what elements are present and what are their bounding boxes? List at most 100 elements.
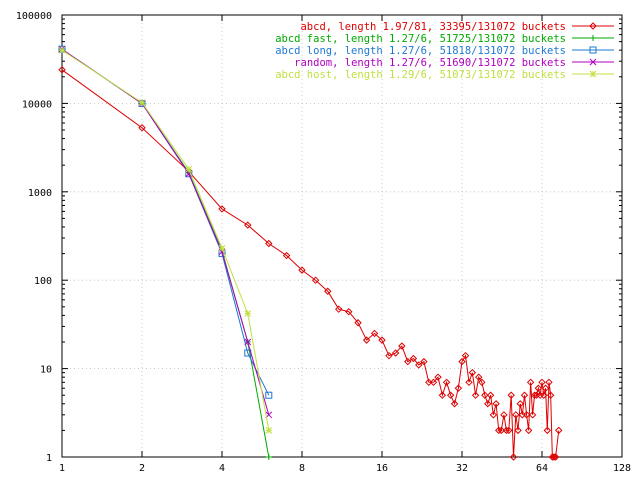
- data-point-diamond: [324, 287, 332, 295]
- data-point-diamond: [458, 357, 466, 366]
- y-tick-label: 1: [46, 453, 52, 464]
- data-point-diamond: [475, 373, 483, 381]
- data-point-diamond: [589, 22, 597, 30]
- legend-label: abcd long, length 1.27/6, 51818/131072 b…: [275, 45, 566, 57]
- series-group: [58, 45, 563, 461]
- data-point-diamond: [468, 368, 477, 377]
- series-line: [61, 69, 560, 458]
- data-point-diamond: [492, 400, 500, 408]
- data-point-diamond: [442, 378, 451, 387]
- data-point-diamond: [454, 384, 463, 392]
- legend-entry: abcd fast, length 1.27/6, 51725/131072 b…: [275, 33, 614, 45]
- series-5: [58, 46, 273, 434]
- data-point-diamond: [345, 308, 353, 316]
- data-point-diamond: [404, 357, 412, 366]
- series-4: [58, 45, 273, 419]
- data-point-diamond: [548, 453, 557, 461]
- legend-entry: random, length 1.27/6, 51690/131072 buck…: [294, 57, 614, 69]
- x-tick-label: 4: [219, 463, 225, 474]
- series-line: [61, 48, 270, 458]
- data-point-diamond: [434, 373, 442, 381]
- data-point-diamond: [265, 239, 273, 248]
- data-point-star: [589, 70, 597, 78]
- x-tick-label: 128: [613, 463, 631, 474]
- plot-frame: [61, 14, 623, 458]
- axis-ticks: [61, 14, 623, 458]
- data-point-diamond: [58, 66, 66, 74]
- legend: abcd, length 1.97/81, 33395/131072 bucke…: [275, 21, 614, 81]
- data-point-diamond: [385, 351, 393, 360]
- x-tick-label: 2: [139, 463, 145, 474]
- data-point-diamond: [500, 411, 508, 419]
- series-3: [58, 45, 273, 399]
- data-point-diamond: [446, 391, 455, 399]
- data-point-star: [58, 46, 66, 54]
- data-point-diamond: [545, 378, 553, 387]
- x-tick-label: 64: [536, 463, 548, 474]
- legend-label: abcd fast, length 1.27/6, 51725/131072 b…: [275, 33, 566, 45]
- series-line: [61, 48, 270, 415]
- y-tick-label: 100000: [16, 11, 52, 22]
- y-tick-label: 1000: [28, 188, 52, 199]
- data-point-star: [138, 99, 146, 106]
- data-point-diamond: [478, 378, 486, 387]
- data-point-diamond: [398, 342, 406, 350]
- legend-label: abcd host, length 1.29/6, 51073/131072 b…: [275, 69, 566, 81]
- data-point-diamond: [420, 357, 428, 366]
- data-point-star: [218, 244, 226, 252]
- data-point-diamond: [335, 305, 343, 313]
- data-point-diamond: [409, 354, 418, 363]
- data-point-diamond: [540, 391, 548, 399]
- y-axis-tick-labels: 1 10 100 1000 10000 100000: [16, 11, 52, 464]
- data-point-diamond: [354, 319, 362, 327]
- data-point-diamond: [461, 351, 470, 360]
- data-point-diamond: [516, 400, 524, 408]
- data-point-diamond: [429, 378, 438, 387]
- data-point-diamond: [486, 391, 495, 399]
- data-point-diamond: [495, 426, 503, 435]
- data-point-diamond: [530, 391, 539, 399]
- grid-lines: [62, 15, 622, 457]
- data-point-diamond: [505, 426, 513, 435]
- data-point-diamond: [509, 453, 518, 461]
- data-point-diamond: [391, 349, 400, 357]
- data-point-square: [265, 391, 273, 399]
- data-point-plus: [590, 35, 596, 41]
- legend-label: random, length 1.27/6, 51690/131072 buck…: [294, 57, 566, 69]
- data-point-diamond: [311, 276, 320, 284]
- legend-entry: abcd long, length 1.27/6, 51818/131072 b…: [275, 45, 614, 57]
- data-point-diamond: [526, 378, 535, 387]
- series-line: [61, 48, 270, 396]
- data-point-diamond: [528, 411, 537, 419]
- data-point-diamond: [244, 221, 252, 229]
- data-point-diamond: [465, 378, 473, 387]
- data-point-diamond: [378, 336, 386, 344]
- data-point-diamond: [502, 426, 511, 435]
- x-tick-label: 32: [456, 463, 468, 474]
- data-point-diamond: [551, 453, 560, 461]
- data-point-diamond: [370, 329, 379, 338]
- data-point-diamond: [507, 391, 515, 399]
- legend-entry: abcd host, length 1.29/6, 51073/131072 b…: [275, 69, 614, 81]
- data-point-diamond: [514, 426, 522, 435]
- data-point-diamond: [497, 426, 506, 435]
- data-point-diamond: [489, 411, 498, 419]
- data-point-diamond: [484, 400, 492, 408]
- data-point-diamond: [282, 251, 291, 260]
- data-point-diamond: [138, 124, 146, 132]
- data-point-x: [244, 338, 252, 346]
- y-tick-label: 10000: [22, 99, 52, 110]
- y-tick-label: 100: [34, 276, 52, 287]
- data-point-diamond: [555, 426, 563, 435]
- data-point-star: [244, 310, 252, 317]
- data-point-diamond: [512, 411, 520, 419]
- x-tick-label: 8: [299, 463, 305, 474]
- data-point-diamond: [481, 391, 489, 399]
- data-point-diamond: [218, 205, 226, 213]
- data-point-diamond: [298, 266, 306, 274]
- data-point-diamond: [520, 391, 529, 399]
- y-tick-label: 10: [40, 365, 52, 376]
- data-point-diamond: [541, 384, 550, 392]
- x-tick-label: 1: [59, 463, 65, 474]
